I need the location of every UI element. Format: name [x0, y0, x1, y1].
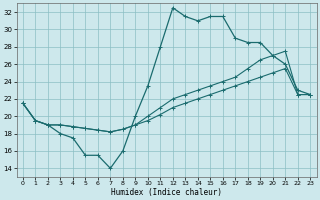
X-axis label: Humidex (Indice chaleur): Humidex (Indice chaleur): [111, 188, 222, 197]
